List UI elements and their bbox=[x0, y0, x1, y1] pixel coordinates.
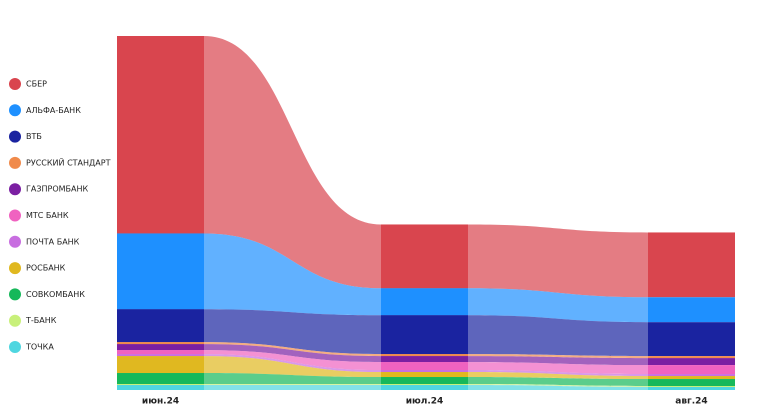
bar bbox=[117, 342, 204, 345]
legend-label: Т-БАНК bbox=[25, 316, 57, 325]
flow-ribbon bbox=[117, 354, 381, 373]
bar bbox=[381, 372, 468, 378]
bar bbox=[381, 377, 468, 385]
bar bbox=[117, 36, 204, 234]
bar bbox=[381, 370, 468, 373]
bar bbox=[381, 384, 468, 386]
bar bbox=[648, 387, 735, 390]
legend-label: МТС БАНК bbox=[26, 211, 69, 220]
bar bbox=[117, 384, 204, 386]
x-tick-label: авг.24 bbox=[675, 397, 707, 407]
bar bbox=[381, 354, 468, 357]
bar bbox=[648, 386, 735, 388]
bar bbox=[648, 374, 735, 377]
bar bbox=[648, 379, 735, 387]
flow-ribbon bbox=[117, 342, 381, 357]
legend-label: РОСБАНК bbox=[26, 264, 66, 273]
x-tick-label: июн.24 bbox=[142, 397, 179, 407]
bar bbox=[648, 297, 735, 323]
bar bbox=[381, 224, 468, 289]
flow-ribbon bbox=[117, 350, 381, 371]
legend-label: СБЕР bbox=[26, 80, 47, 89]
bar bbox=[117, 354, 204, 357]
bar bbox=[648, 358, 735, 366]
legend-marker bbox=[9, 183, 21, 196]
legend-marker bbox=[9, 341, 21, 353]
bar bbox=[117, 385, 204, 390]
legend-marker bbox=[9, 209, 21, 222]
bar bbox=[381, 288, 468, 316]
x-tick-label: июл.24 bbox=[406, 397, 444, 407]
bar bbox=[117, 373, 204, 385]
legend-marker bbox=[9, 130, 21, 143]
legend-marker bbox=[9, 235, 21, 248]
bar bbox=[117, 309, 204, 343]
legend-label: СОВКОМБАНК bbox=[26, 290, 85, 299]
bar bbox=[117, 344, 204, 351]
legend-label: ПОЧТА БАНК bbox=[26, 237, 80, 246]
bar bbox=[117, 350, 204, 355]
legend-marker bbox=[9, 156, 21, 169]
legend-marker bbox=[9, 288, 21, 301]
legend-marker bbox=[9, 262, 21, 275]
bar bbox=[117, 356, 204, 374]
bar bbox=[648, 232, 735, 298]
bar bbox=[648, 322, 735, 357]
bar bbox=[648, 365, 735, 375]
bar bbox=[381, 362, 468, 371]
legend-label: ГАЗПРОМБАНК bbox=[26, 185, 88, 194]
bar bbox=[381, 356, 468, 363]
legend-label: АЛЬФА-БАНК bbox=[26, 106, 81, 115]
bar bbox=[381, 315, 468, 355]
legend-label: ВТБ bbox=[26, 132, 42, 141]
legend-marker bbox=[9, 78, 21, 90]
bar bbox=[648, 376, 735, 380]
bar bbox=[648, 356, 735, 359]
legend-label: РУССКИЙ СТАНДАРТ bbox=[26, 156, 111, 167]
legend-label: ТОЧКА bbox=[25, 343, 54, 352]
legend-marker bbox=[9, 104, 21, 117]
bar bbox=[381, 385, 468, 390]
legend-marker bbox=[9, 314, 21, 327]
bar bbox=[117, 233, 204, 310]
